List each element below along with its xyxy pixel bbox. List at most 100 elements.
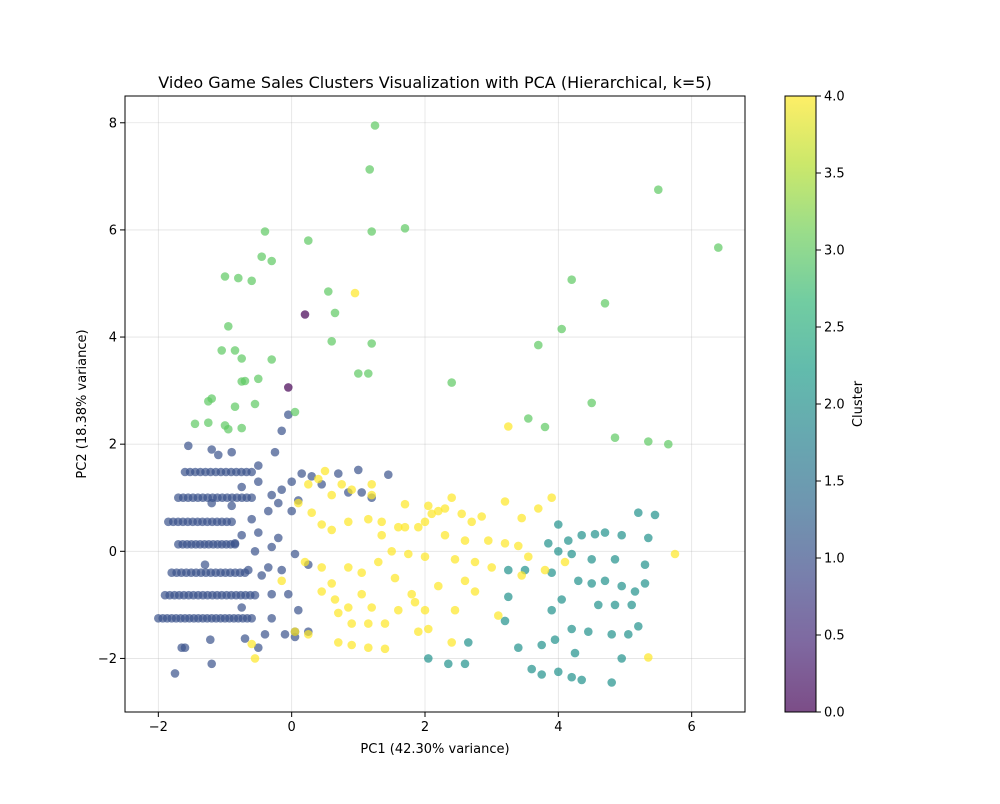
cluster-4-point [277,576,287,586]
y-tick-label: 6 [109,223,117,238]
cluster-2-point [607,678,616,687]
cluster-2-point [504,565,513,575]
cluster-4-point [387,547,397,556]
x-tick-label: 2 [421,720,429,735]
cluster-4-point [540,565,550,575]
plot-frame [124,95,746,713]
cluster-4-point [644,653,653,662]
cluster-2-point [444,659,453,669]
colorbar-tick-label: 1.0 [824,552,845,567]
x-tick-label: −2 [149,720,168,735]
cluster-1-point [287,477,297,487]
cluster-3-point [267,256,277,266]
cluster-4-point [380,619,390,628]
cluster-2-point [577,675,586,685]
cluster-4-point [377,517,387,527]
cluster-1-point [260,630,270,639]
cluster-4-point [424,624,433,634]
cluster-2-point [550,635,560,644]
cluster-2-point [627,600,636,610]
cluster-1-point [253,477,263,487]
x-tick-label: 4 [554,720,562,735]
cluster-2-point [607,630,616,639]
cluster-0-point [284,383,293,392]
cluster-4-point [414,522,423,532]
cluster-3-point [253,374,263,384]
chart-title: Video Game Sales Clusters Visualization … [158,73,711,92]
cluster-4-point [547,493,556,503]
cluster-3-point [267,355,277,364]
cluster-1-point [207,445,216,454]
cluster-2-point [644,533,653,543]
cluster-2-point [600,528,610,537]
colorbar [784,95,817,713]
cluster-4-point [327,579,337,588]
cluster-2-point [554,520,563,529]
cluster-4-point [434,506,443,516]
cluster-2-point [587,555,596,564]
cluster-3-point [260,227,270,236]
cluster-2-point [587,579,596,588]
cluster-1-point [237,530,246,540]
cluster-2-point [610,555,620,564]
cluster-2-point [564,536,573,545]
cluster-4-point [440,504,450,513]
cluster-4-point [467,517,477,527]
cluster-1-point [357,488,367,497]
colorbar-tick-label: 3.0 [824,244,845,259]
cluster-2-point [504,592,513,602]
cluster-4-point [420,605,430,615]
cluster-1-point [247,467,256,477]
cluster-3-point [557,324,566,334]
cluster-3-point [190,419,200,429]
cluster-2-point [554,547,563,556]
cluster-4-point [504,422,513,431]
cluster-1-point [280,630,290,639]
x-tick-label: 6 [688,720,696,735]
y-tick-label: 4 [109,331,117,346]
cluster-4-point [400,499,410,509]
cluster-1-point [184,441,193,451]
cluster-1-point [237,603,246,612]
cluster-1-point [227,447,236,457]
cluster-3-point [354,369,363,378]
cluster-4-point [374,557,383,567]
cluster-1-point [237,482,246,492]
cluster-4-point [347,485,357,495]
cluster-3-point [644,437,653,446]
cluster-4-point [494,611,503,620]
cluster-4-point [470,587,480,596]
cluster-3-point [367,339,377,348]
cluster-3-point [220,272,230,281]
cluster-4-point [327,525,337,535]
cluster-4-point [364,514,373,524]
cluster-4-point [250,654,260,663]
colorbar-tick-label: 1.5 [824,475,845,490]
cluster-3-point [534,340,543,350]
cluster-1-point [247,493,256,503]
cluster-3-point [230,402,240,412]
cluster-2-point [567,624,576,634]
cluster-4-point [670,549,680,559]
cluster-4-point [420,517,430,527]
cluster-4-point [414,627,423,636]
cluster-1-point [294,605,303,615]
colorbar-tick-label: 3.5 [824,167,845,182]
x-axis-ticks: −2 0 2 4 6 [149,712,696,735]
colorbar-tick-label: 2.0 [824,398,845,413]
cluster-3-point [290,407,300,417]
colorbar-label: Cluster [851,380,866,427]
cluster-2-point [574,576,583,586]
cluster-1-point [247,614,256,623]
cluster-4-point [477,512,487,521]
cluster-1-point [206,635,215,644]
cluster-4-point [337,480,347,489]
cluster-4-point [300,557,310,567]
cluster-3-point [567,275,576,285]
cluster-3-point [524,414,533,423]
cluster-1-point [264,506,273,516]
cluster-2-point [617,581,626,591]
cluster-2-point [624,630,633,639]
cluster-1-point [264,563,273,572]
cluster-3-point [664,439,673,449]
